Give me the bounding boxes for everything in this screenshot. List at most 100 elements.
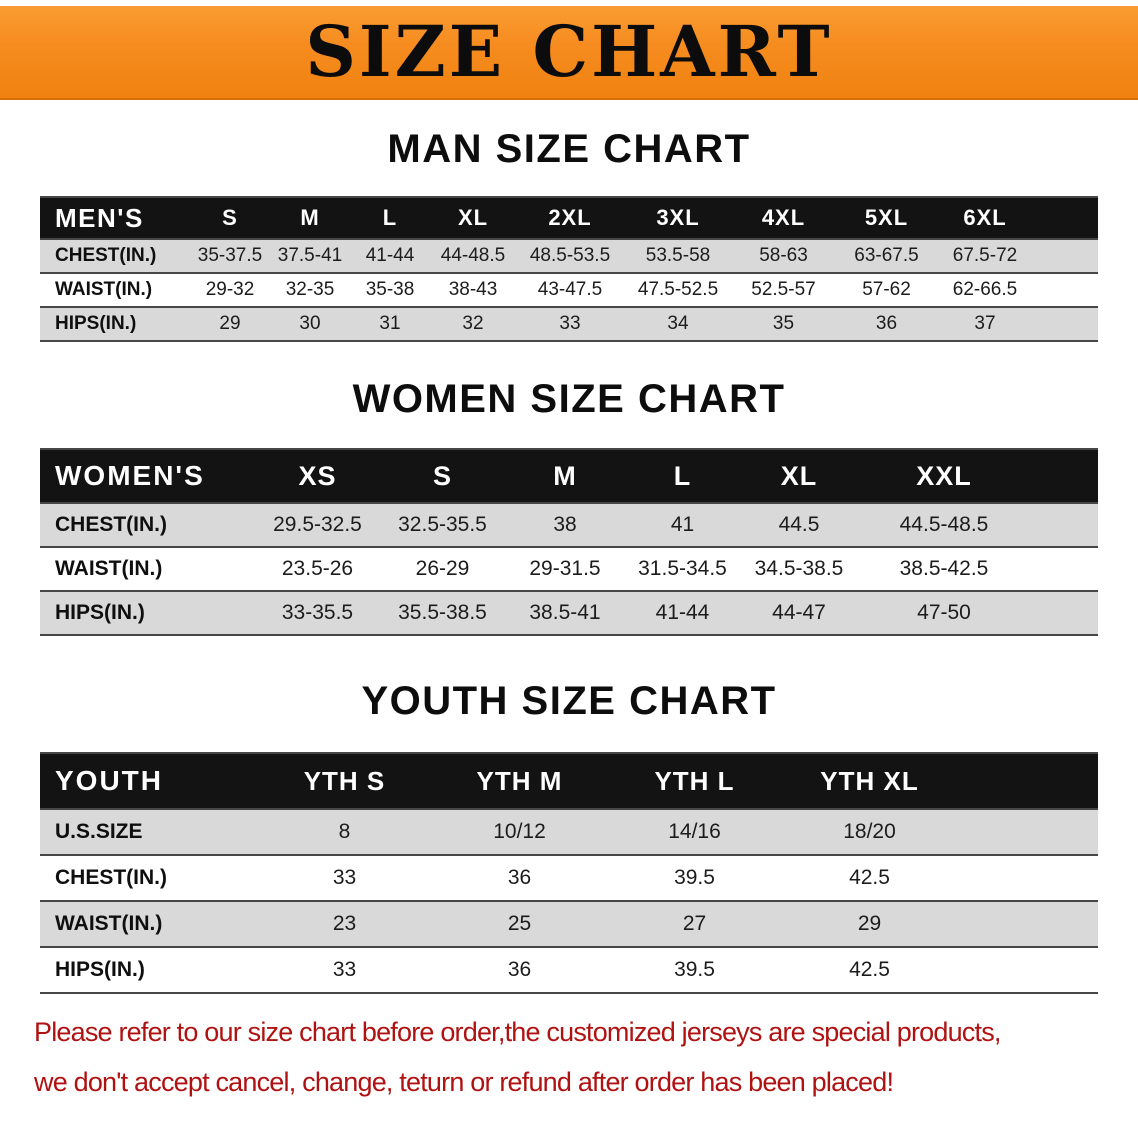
size-value-cell: 41-44 xyxy=(625,591,740,636)
row-label: U.S.SIZE xyxy=(40,809,257,856)
size-value-cell: 42.5 xyxy=(782,855,957,902)
row-label: WAIST(IN.) xyxy=(40,273,190,308)
size-value-cell: 18/20 xyxy=(782,809,957,856)
size-column-header: YTH M xyxy=(432,753,607,810)
row-label: WAIST(IN.) xyxy=(40,547,255,592)
size-value-cell: 42.5 xyxy=(782,947,957,994)
size-value-cell: 35 xyxy=(732,307,835,342)
table-row: HIPS(IN.) 33-35.5 35.5-38.5 38.5-41 41-44 44-… xyxy=(40,591,1098,636)
size-value-cell: 67.5-72 xyxy=(938,239,1032,274)
table-row: CHEST(IN.) 33 36 39.5 42.5 xyxy=(40,855,1098,902)
youth-size-table: YOUTH YTH S YTH M YTH L YTH XL U.S.SIZE 8 10/12… xyxy=(40,752,1098,994)
size-value-cell: 36 xyxy=(432,855,607,902)
size-column-header: XL xyxy=(430,197,516,240)
size-column-header: 2XL xyxy=(516,197,624,240)
size-value-cell: 52.5-57 xyxy=(732,273,835,308)
size-value-cell: 41 xyxy=(625,503,740,548)
row-filler-cell xyxy=(957,809,1098,856)
size-value-cell: 62-66.5 xyxy=(938,273,1032,308)
size-column-header: L xyxy=(350,197,430,240)
size-column-header: YTH L xyxy=(607,753,782,810)
size-column-header: M xyxy=(505,449,625,504)
header-filler-cell xyxy=(1032,197,1098,240)
size-value-cell: 29-32 xyxy=(190,273,270,308)
size-value-cell: 47-50 xyxy=(858,591,1030,636)
size-value-cell: 8 xyxy=(257,809,432,856)
size-value-cell: 25 xyxy=(432,901,607,948)
size-value-cell: 38.5-42.5 xyxy=(858,547,1030,592)
size-column-header: XS xyxy=(255,449,380,504)
size-value-cell: 34 xyxy=(624,307,732,342)
size-value-cell: 44-48.5 xyxy=(430,239,516,274)
table-header-row: WOMEN'S XS S M L XL XXL xyxy=(40,449,1098,504)
size-value-cell: 44.5 xyxy=(740,503,858,548)
row-filler-cell xyxy=(957,901,1098,948)
table-row: CHEST(IN.) 29.5-32.5 32.5-35.5 38 41 44.5 44.5… xyxy=(40,503,1098,548)
header-filler-cell xyxy=(1030,449,1098,504)
row-label: WAIST(IN.) xyxy=(40,901,257,948)
header-filler-cell xyxy=(957,753,1098,810)
size-value-cell: 53.5-58 xyxy=(624,239,732,274)
size-value-cell: 23.5-26 xyxy=(255,547,380,592)
size-column-header: S xyxy=(380,449,505,504)
men-size-table: MEN'S S M L XL 2XL 3XL 4XL 5XL 6XL CHEST(IN.) 35-37… xyxy=(40,196,1098,342)
row-filler-cell xyxy=(1030,547,1098,592)
size-column-header: 6XL xyxy=(938,197,1032,240)
table-corner-label: YOUTH xyxy=(40,753,257,810)
size-chart-banner: SIZE CHART xyxy=(0,6,1138,100)
size-value-cell: 23 xyxy=(257,901,432,948)
size-value-cell: 37 xyxy=(938,307,1032,342)
size-value-cell: 32.5-35.5 xyxy=(380,503,505,548)
size-value-cell: 34.5-38.5 xyxy=(740,547,858,592)
row-label: CHEST(IN.) xyxy=(40,503,255,548)
row-label: CHEST(IN.) xyxy=(40,239,190,274)
size-value-cell: 29 xyxy=(190,307,270,342)
women-size-table: WOMEN'S XS S M L XL XXL CHEST(IN.) 29.5-32.5 32.5… xyxy=(40,448,1098,636)
table-header-row: MEN'S S M L XL 2XL 3XL 4XL 5XL 6XL xyxy=(40,197,1098,240)
size-column-header: L xyxy=(625,449,740,504)
size-column-header: YTH S xyxy=(257,753,432,810)
table-row: HIPS(IN.) 29 30 31 32 33 34 35 36 37 xyxy=(40,307,1098,342)
size-value-cell: 33 xyxy=(516,307,624,342)
row-filler-cell xyxy=(957,947,1098,994)
size-value-cell: 10/12 xyxy=(432,809,607,856)
size-value-cell: 32-35 xyxy=(270,273,350,308)
size-value-cell: 35.5-38.5 xyxy=(380,591,505,636)
size-column-header: XXL xyxy=(858,449,1030,504)
men-section-heading: MAN SIZE CHART xyxy=(387,127,751,171)
row-label: HIPS(IN.) xyxy=(40,307,190,342)
size-value-cell: 58-63 xyxy=(732,239,835,274)
size-column-header: XL xyxy=(740,449,858,504)
size-value-cell: 39.5 xyxy=(607,947,782,994)
disclaimer-line-2: we don't accept cancel, change, teturn o… xyxy=(34,1066,894,1097)
size-value-cell: 63-67.5 xyxy=(835,239,938,274)
size-value-cell: 30 xyxy=(270,307,350,342)
youth-size-section: YOUTH SIZE CHART YOUTH YTH S YTH M YTH L YTH… xyxy=(0,678,1138,994)
row-filler-cell xyxy=(1032,239,1098,274)
row-filler-cell xyxy=(1030,503,1098,548)
size-column-header: 5XL xyxy=(835,197,938,240)
size-value-cell: 43-47.5 xyxy=(516,273,624,308)
size-value-cell: 44-47 xyxy=(740,591,858,636)
table-row: WAIST(IN.) 23 25 27 29 xyxy=(40,901,1098,948)
size-value-cell: 33-35.5 xyxy=(255,591,380,636)
men-size-section: MAN SIZE CHART MEN'S S M L XL 2XL 3XL 4XL 5XL 6XL… xyxy=(0,126,1138,342)
disclaimer-line-1: Please refer to our size chart before or… xyxy=(34,1017,1001,1047)
table-corner-label: WOMEN'S xyxy=(40,449,255,504)
size-value-cell: 33 xyxy=(257,947,432,994)
size-value-cell: 36 xyxy=(835,307,938,342)
size-value-cell: 41-44 xyxy=(350,239,430,274)
size-value-cell: 47.5-52.5 xyxy=(624,273,732,308)
size-value-cell: 26-29 xyxy=(380,547,505,592)
size-value-cell: 29.5-32.5 xyxy=(255,503,380,548)
table-row: CHEST(IN.) 35-37.5 37.5-41 41-44 44-48.5 48.5… xyxy=(40,239,1098,274)
size-value-cell: 35-37.5 xyxy=(190,239,270,274)
size-value-cell: 36 xyxy=(432,947,607,994)
size-value-cell: 31.5-34.5 xyxy=(625,547,740,592)
size-value-cell: 44.5-48.5 xyxy=(858,503,1030,548)
size-value-cell: 57-62 xyxy=(835,273,938,308)
size-value-cell: 14/16 xyxy=(607,809,782,856)
row-filler-cell xyxy=(957,855,1098,902)
size-value-cell: 39.5 xyxy=(607,855,782,902)
size-column-header: M xyxy=(270,197,350,240)
